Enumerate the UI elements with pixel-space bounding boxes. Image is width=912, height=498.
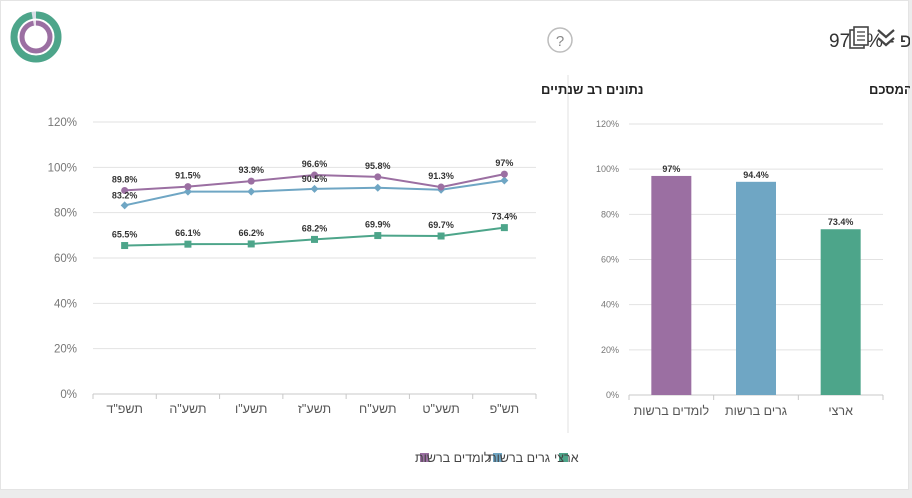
data-label: 69.7% xyxy=(428,220,454,230)
x-tick-label: תשע"ט xyxy=(422,402,459,416)
data-label: 69.9% xyxy=(365,220,391,230)
data-point xyxy=(183,187,192,196)
data-point xyxy=(184,240,192,248)
ring-inner-arc xyxy=(19,20,53,54)
data-point xyxy=(437,183,445,191)
y-tick-label: 100% xyxy=(48,162,77,174)
data-label: 90.5% xyxy=(302,174,328,184)
bar[interactable] xyxy=(651,175,692,395)
y-tick-label: 80% xyxy=(601,209,619,219)
x-tick-label: תשע"ו xyxy=(235,402,267,416)
bar-value-label: 97% xyxy=(662,164,680,174)
data-label: 66.1% xyxy=(175,228,201,238)
data-point xyxy=(500,176,509,185)
data-point xyxy=(437,232,445,240)
x-tick-label: ארצי xyxy=(828,404,853,418)
data-point xyxy=(120,201,129,210)
data-point xyxy=(311,171,318,179)
y-tick-label: 0% xyxy=(60,389,77,401)
y-tick-label: 60% xyxy=(601,255,619,265)
legend-swatch[interactable] xyxy=(559,453,568,462)
data-label: 65.5% xyxy=(112,230,138,240)
data-label: 83.2% xyxy=(112,190,138,200)
data-point xyxy=(247,240,255,248)
bar[interactable] xyxy=(820,229,861,395)
data-label: 93.9% xyxy=(238,165,264,175)
bar[interactable] xyxy=(736,181,776,395)
data-point xyxy=(310,184,319,193)
legend-label[interactable]: לומדים ברשות xyxy=(415,451,491,465)
data-label: 95.8% xyxy=(365,161,391,171)
help-button[interactable]: ? xyxy=(547,27,573,53)
document-icon[interactable] xyxy=(849,26,869,49)
line-chart-title: נתונים רב שנתיים xyxy=(541,82,644,97)
data-point xyxy=(374,173,382,181)
data-point xyxy=(373,183,382,192)
progress-ring xyxy=(10,11,62,63)
series-line xyxy=(124,179,505,207)
data-point xyxy=(500,170,508,178)
legend-label[interactable]: גרים ברשות xyxy=(488,451,550,465)
x-tick-label: תשע"ז xyxy=(298,402,331,416)
data-point xyxy=(121,186,129,194)
x-tick-label: תש"פ xyxy=(490,402,520,416)
x-tick-label: גרים ברשות xyxy=(725,404,787,418)
data-label: 68.2% xyxy=(302,223,328,233)
data-label: 97% xyxy=(495,158,513,168)
data-point xyxy=(247,187,256,196)
page-title: זכאות לבגרות - תש"פ - 97.0% xyxy=(829,31,910,52)
x-tick-label: תשע"ה xyxy=(169,402,206,416)
ring-outer-arc xyxy=(10,11,62,63)
y-tick-label: 20% xyxy=(54,344,77,356)
x-tick-label: תשפ"ד xyxy=(106,402,143,416)
data-label: 96.6% xyxy=(302,159,328,169)
double-chevron-down-icon[interactable] xyxy=(877,29,895,47)
y-tick-label: 120% xyxy=(596,119,619,129)
bar-value-label: 73.4% xyxy=(828,217,854,227)
line-chart: 0% 20% 40% 60% 80% 100% 120% תשפ"ד תשע"ה תשע"ו תשע… xyxy=(48,117,537,416)
legend-swatch[interactable] xyxy=(493,453,502,462)
x-tick-label: לומדים ברשות xyxy=(634,404,710,418)
data-label: 91.3% xyxy=(428,171,454,181)
y-tick-label: 60% xyxy=(54,253,77,265)
y-tick-label: 40% xyxy=(54,298,77,310)
data-label: 91.5% xyxy=(175,171,201,181)
data-label: 89.8% xyxy=(112,174,138,184)
y-tick-label: 20% xyxy=(601,345,619,355)
y-tick-label: 40% xyxy=(601,300,619,310)
legend-label[interactable]: ארצי xyxy=(554,451,579,465)
question-circle-icon[interactable] xyxy=(547,27,573,53)
data-point xyxy=(500,224,508,232)
data-point xyxy=(121,242,129,250)
bar-chart: 0% 20% 40% 60% 80% 100% 120% 97% לומדים ברשות 94.… xyxy=(596,119,884,418)
y-tick-label: 100% xyxy=(596,164,619,174)
y-tick-label: 120% xyxy=(48,117,77,129)
bar-chart-title: המדד המסכם xyxy=(869,82,910,97)
data-point xyxy=(247,177,255,185)
data-point xyxy=(184,183,192,191)
y-tick-label: 0% xyxy=(606,390,619,400)
y-tick-label: 80% xyxy=(54,208,77,220)
data-point xyxy=(311,235,318,243)
x-tick-label: תשע"ח xyxy=(359,402,396,416)
data-label: 66.2% xyxy=(238,228,264,238)
data-point xyxy=(374,232,382,240)
legend-swatch[interactable] xyxy=(420,453,429,462)
data-label: 73.4% xyxy=(492,212,518,222)
bar-value-label: 94.4% xyxy=(743,170,769,180)
help-label: ? xyxy=(556,33,564,50)
